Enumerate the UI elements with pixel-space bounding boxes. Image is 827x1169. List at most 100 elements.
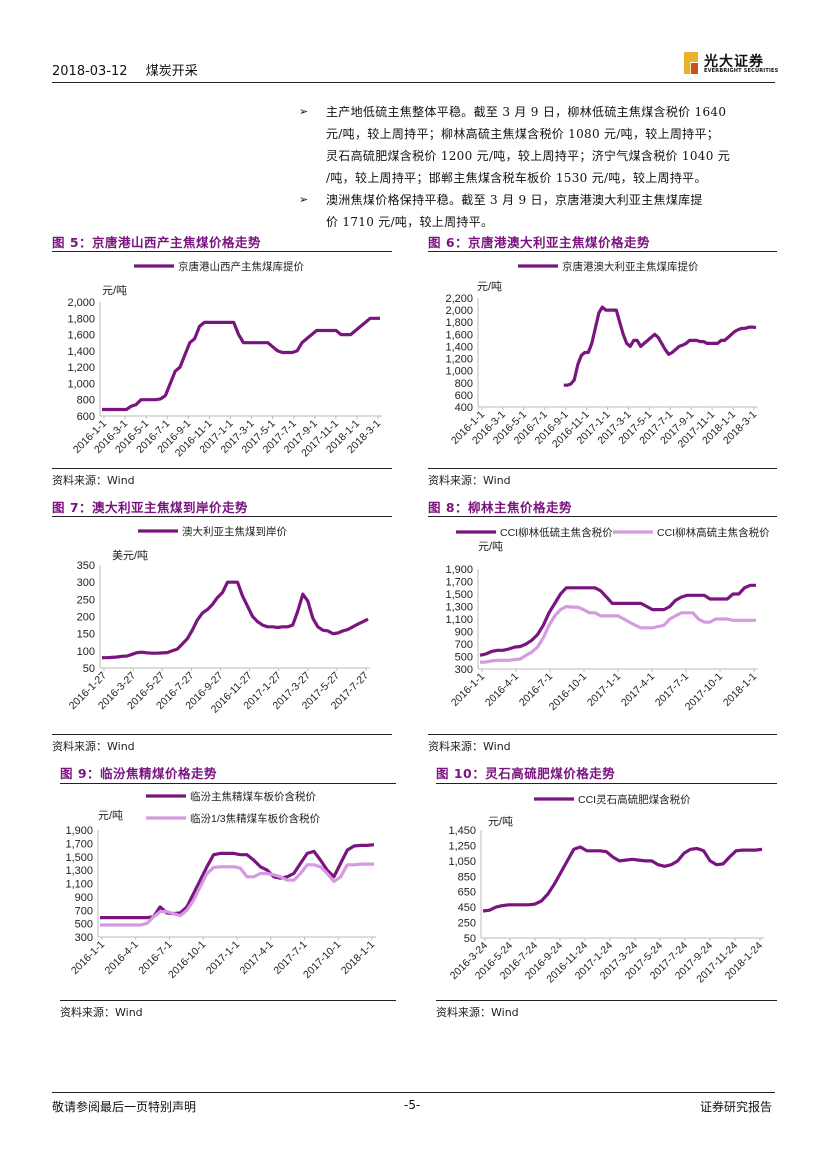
y-tick-label: 350 <box>77 560 95 572</box>
axis-unit-label: 元/吨 <box>102 284 127 297</box>
y-tick-label: 850 <box>458 871 476 883</box>
x-tick-label: 2017-1-1 <box>585 671 623 709</box>
bullet-line: /吨，较上周持平；邯郸主焦煤含税车板价 1530 元/吨，较上周持平。 <box>326 171 707 185</box>
source-rule <box>60 1000 396 1001</box>
figure-title: 图 9：临汾焦精煤价格走势 <box>60 766 218 781</box>
page-header: 2018-03-12 煤炭开采 <box>52 60 212 79</box>
y-tick-label: 800 <box>77 395 95 407</box>
x-tick-label: 2016-4-1 <box>483 671 521 709</box>
axis-unit-label: 元/吨 <box>488 815 513 828</box>
source-rule <box>52 734 392 735</box>
y-tick-label: 300 <box>75 932 93 944</box>
chart-fig10: 1,4501,2501,05085065045025050元/吨2016-3-2… <box>448 793 765 986</box>
bullet-item: ➢ 主产地低硫主焦整体平稳。截至 3 月 9 日，柳林低硫主焦煤含税价 1640… <box>299 101 777 189</box>
y-tick-label: 1,600 <box>67 330 95 342</box>
chart-fig6: 2,2002,0001,8001,6001,4001,2001,00080060… <box>445 260 759 450</box>
y-tick-label: 50 <box>464 933 476 945</box>
y-tick-label: 100 <box>77 646 95 658</box>
y-tick-label: 700 <box>455 639 473 651</box>
source-note: 资料来源：Wind <box>52 472 135 488</box>
source-label: 资料来源： <box>52 740 107 753</box>
series-line <box>100 862 374 927</box>
bullet-line: 主产地低硫主焦整体平稳。截至 3 月 9 日，柳林低硫主焦煤含税价 1640 <box>326 105 727 119</box>
series-line <box>102 580 369 660</box>
y-tick-label: 700 <box>75 905 93 917</box>
y-tick-label: 250 <box>77 594 95 606</box>
y-tick-label: 150 <box>77 629 95 641</box>
legend-label: CCI灵石高硫肥煤含税价 <box>578 793 691 806</box>
y-tick-label: 1,100 <box>445 614 473 626</box>
footer-divider <box>52 1092 775 1093</box>
source-note: 资料来源：Wind <box>52 738 135 754</box>
x-tick-label: 2016-10-1 <box>166 939 208 981</box>
y-tick-label: 900 <box>455 627 473 639</box>
bullet-line: 灵石高硫肥煤含税价 1200 元/吨，较上周持平；济宁气煤含税价 1040 元 <box>326 149 731 163</box>
x-tick-label: 2017-4-1 <box>619 671 657 709</box>
x-tick-label: 2017-10-1 <box>301 939 343 981</box>
y-tick-label: 1,300 <box>445 602 473 614</box>
y-tick-label: 1,400 <box>445 341 473 353</box>
header-divider <box>52 82 775 83</box>
y-tick-label: 650 <box>458 887 476 899</box>
y-tick-label: 300 <box>77 577 95 589</box>
chart-fig5: 2,0001,8001,6001,4001,2001,000800600元/吨2… <box>67 260 383 459</box>
figure-title: 图 5：京唐港山西产主焦煤价格走势 <box>52 235 262 250</box>
y-tick-label: 1,400 <box>67 346 95 358</box>
logo-english: EVERBRIGHT SECURITIES <box>704 68 779 74</box>
y-tick-label: 300 <box>455 664 473 676</box>
report-date: 2018-03-12 <box>52 64 128 79</box>
y-tick-label: 400 <box>455 402 473 414</box>
axis-unit-label: 元/吨 <box>478 540 503 553</box>
arrow-bullet-icon: ➢ <box>299 105 309 118</box>
bullet-line: 价 1710 元/吨，较上周持平。 <box>326 215 494 229</box>
y-tick-label: 2,000 <box>67 297 95 309</box>
legend-label: 澳大利亚主焦煤到岸价 <box>182 525 287 538</box>
source-rule <box>52 468 392 469</box>
y-tick-label: 1,200 <box>445 354 473 366</box>
source-label: 资料来源： <box>428 740 483 753</box>
legend-label: 临汾主焦精煤车板价含税价 <box>190 790 316 803</box>
source-rule <box>428 734 777 735</box>
bullet-item: ➢ 澳洲焦煤价格保持平稳。截至 3 月 9 日，京唐港澳大利亚主焦煤库提 价 1… <box>299 189 777 233</box>
figure-title: 图 10：灵石高硫肥煤价格走势 <box>436 766 616 781</box>
x-tick-label: 2017-4-1 <box>238 939 276 977</box>
source-label: 资料来源： <box>60 1006 115 1019</box>
figure-title: 图 8：柳林主焦价格走势 <box>428 500 573 515</box>
title-rule <box>436 783 777 784</box>
x-tick-label: 2016-1-1 <box>449 671 487 709</box>
axis-unit-label: 美元/吨 <box>112 549 148 562</box>
logo-mark-accent <box>691 63 698 74</box>
legend-label: CCI柳林高硫主焦含税价 <box>657 526 770 539</box>
source-value: Wind <box>107 474 135 487</box>
source-rule <box>436 1000 777 1001</box>
y-tick-label: 1,200 <box>67 362 95 374</box>
y-tick-label: 2,000 <box>445 305 473 317</box>
y-tick-label: 1,500 <box>445 589 473 601</box>
series-line <box>479 583 756 657</box>
logo-name: 光大证券 <box>704 54 764 70</box>
y-tick-label: 1,000 <box>445 366 473 378</box>
y-tick-label: 450 <box>458 902 476 914</box>
x-tick-label: 2016-4-1 <box>103 939 141 977</box>
source-rule <box>428 468 777 469</box>
page-number: -5- <box>404 1098 421 1112</box>
chart-fig7: 35030025020015010050美元/吨2016-1-272016-3-… <box>67 525 371 716</box>
y-tick-label: 2,200 <box>445 293 473 305</box>
title-rule <box>60 783 396 784</box>
y-tick-label: 1,800 <box>445 317 473 329</box>
y-tick-label: 1,100 <box>65 879 93 891</box>
footer-disclaimer: 敬请参阅最后一页特别声明 <box>52 1100 197 1114</box>
y-tick-label: 1,050 <box>448 856 476 868</box>
legend-label: 临汾1/3焦精煤车板价含税价 <box>190 812 321 825</box>
title-rule <box>52 516 392 517</box>
y-tick-label: 1,450 <box>448 825 476 837</box>
company-logo: 光大证券 EVERBRIGHT SECURITIES <box>684 51 779 77</box>
y-tick-label: 1,700 <box>65 838 93 850</box>
series-line <box>102 316 380 412</box>
y-tick-label: 1,500 <box>65 852 93 864</box>
source-label: 资料来源： <box>436 1006 491 1019</box>
axis-unit-label: 元/吨 <box>98 809 123 822</box>
x-tick-label: 2017-1-1 <box>204 939 242 977</box>
x-tick-label: 2016-10-1 <box>547 671 589 713</box>
x-tick-label: 2018-1-1 <box>721 671 759 709</box>
